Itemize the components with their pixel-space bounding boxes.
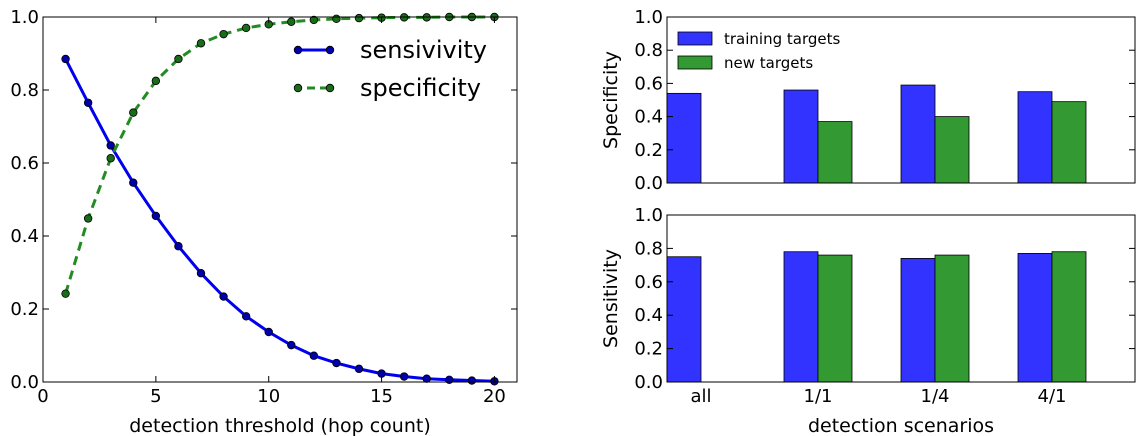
data-point (264, 327, 273, 337)
line-chart: 0 5 10 15 20 0.0 0.2 0.4 0.6 0.8 1.0 detection thre… (10, 7, 518, 436)
data-point (151, 76, 161, 86)
legend: training targets new targets (677, 30, 840, 72)
bar (1051, 251, 1087, 383)
x-tick-label: 1/1 (804, 386, 833, 407)
legend-label: training targets (724, 30, 840, 48)
x-tick-label: 15 (370, 386, 393, 407)
data-point (467, 376, 477, 385)
data-point (106, 154, 115, 163)
data-point (61, 54, 70, 64)
legend-marker (325, 83, 335, 93)
x-tick-label: 1/4 (921, 386, 950, 407)
data-point (399, 372, 409, 381)
data-point (422, 374, 431, 383)
legend: sensivivity specificity (293, 36, 487, 102)
y-tick-label: 0.0 (10, 372, 39, 393)
data-point (287, 340, 296, 350)
bar (817, 254, 853, 383)
data-point (129, 108, 138, 117)
plot-frame (666, 16, 1136, 184)
y-tick-label: 0.2 (634, 140, 663, 161)
data-point (219, 292, 228, 301)
y-axis-label: Sensitivity (600, 249, 622, 348)
data-point (61, 289, 70, 298)
x-axis-label: detection threshold (hop count) (129, 415, 431, 436)
x-axis-label: detection scenarios (808, 415, 994, 436)
data-point (241, 312, 251, 321)
plot-frame (666, 214, 1136, 383)
y-tick-label: 0.4 (10, 226, 39, 247)
legend-swatch (677, 31, 713, 46)
data-point (241, 23, 251, 33)
data-point (219, 29, 228, 39)
legend-label: new targets (724, 54, 813, 72)
y-tick-label: 0.6 (634, 272, 663, 293)
bar (1017, 91, 1053, 184)
x-tick-label: 5 (150, 386, 161, 407)
legend-swatch (677, 55, 713, 70)
data-point (332, 14, 341, 24)
legend-label: sensivivity (360, 36, 487, 64)
data-point (174, 242, 183, 251)
data-point (196, 269, 206, 278)
y-tick-label: 1.0 (634, 7, 663, 28)
bar (900, 258, 936, 383)
y-tick-label: 0.4 (634, 305, 663, 326)
y-tick-label: 0.4 (634, 107, 663, 128)
y-tick-label: 0.6 (634, 73, 663, 94)
plot-frame (42, 16, 518, 383)
y-tick-label: 0.8 (634, 238, 663, 259)
data-point (309, 351, 319, 360)
data-point (287, 17, 296, 26)
x-tick-label: all (690, 386, 711, 407)
x-tick-label: 10 (257, 386, 280, 407)
legend-marker (293, 83, 303, 93)
bar (1017, 253, 1053, 383)
bar (934, 116, 970, 184)
bar (900, 84, 936, 184)
y-tick-label: 0.8 (634, 40, 663, 61)
bar (666, 256, 702, 383)
bar (1051, 101, 1087, 184)
data-point (309, 15, 319, 25)
legend-marker (325, 45, 335, 55)
y-tick-label: 0.2 (634, 339, 663, 360)
y-tick-label: 0.0 (634, 173, 663, 194)
bar (817, 121, 853, 184)
data-point (354, 13, 364, 23)
series-line-0 (64, 58, 495, 383)
y-tick-label: 1.0 (10, 7, 39, 28)
data-point (354, 364, 364, 374)
data-point (174, 54, 183, 64)
sensitivity-bar-chart: all 1/1 1/4 4/1 0.0 0.2 0.4 0.6 0.8 1.0 Sensitivit… (600, 205, 1136, 436)
x-tick-label: 4/1 (1038, 386, 1067, 407)
y-tick-label: 0.8 (10, 80, 39, 101)
bar (783, 89, 819, 184)
y-tick-label: 0.2 (10, 299, 39, 320)
specificity-bar-chart: 0.0 0.2 0.4 0.6 0.8 1.0 Specificity training ta… (600, 7, 1136, 194)
y-tick-label: 0.6 (10, 153, 39, 174)
x-tick-label: 20 (483, 386, 506, 407)
y-tick-label: 1.0 (634, 205, 663, 226)
y-axis-label: Specificity (600, 51, 622, 149)
data-point (151, 211, 161, 221)
legend-label: specificity (360, 74, 481, 102)
x-tick-label: 0 (37, 386, 48, 407)
data-point (129, 178, 138, 187)
bar (783, 251, 819, 383)
data-point (83, 98, 93, 107)
bar (934, 254, 970, 383)
data-point (332, 358, 341, 368)
data-point (83, 214, 93, 223)
y-tick-label: 0.0 (634, 372, 663, 393)
data-point (196, 39, 206, 48)
bar (666, 92, 702, 184)
legend-marker (293, 45, 303, 55)
data-point (106, 141, 115, 150)
